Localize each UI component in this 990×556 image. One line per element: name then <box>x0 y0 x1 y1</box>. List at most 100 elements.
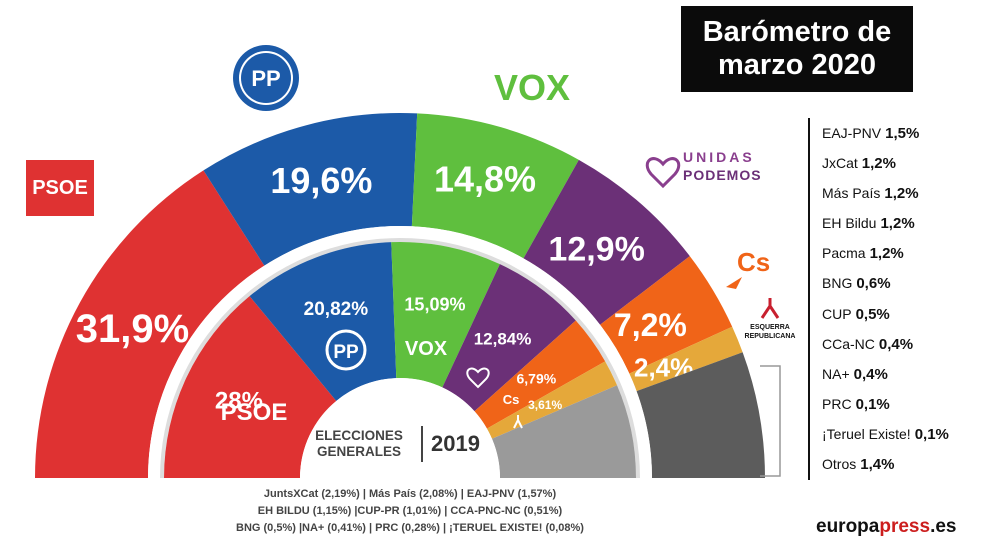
podemos-logo-line-1: UNIDAS <box>683 149 755 165</box>
ring0-slice-unidas-podemos <box>523 159 690 325</box>
ring0-slice-pp <box>203 113 418 266</box>
chart-title: Barómetro de marzo 2020 <box>681 6 913 92</box>
others-item: CUP 0,5% <box>822 299 982 329</box>
elecciones-label: ELECCIONES GENERALES 2019 <box>305 424 495 464</box>
others-item-name: EH Bildu <box>822 215 877 232</box>
ring0-slice-resto <box>636 352 765 478</box>
others-item-name: JxCat <box>822 155 858 172</box>
ring1-label: 20,82% <box>304 299 369 320</box>
ring0-slice-psoe <box>35 170 265 478</box>
podemos-heart-icon <box>645 157 681 189</box>
others-item-value: 0,1% <box>914 425 949 443</box>
pp-logo-text: PP <box>251 66 280 91</box>
ring1-slice-resto <box>491 385 636 478</box>
others-item: NA+ 0,4% <box>822 359 982 389</box>
others-item-name: Otros <box>822 456 857 473</box>
ring0-slice-cs <box>600 256 733 374</box>
inner-psoe-text: PSOE <box>221 399 288 426</box>
elecciones-year: 2019 <box>431 431 480 456</box>
brand-part-2: press <box>879 516 931 537</box>
erc-logo-line-1: ESQUERRA <box>750 324 790 331</box>
ring1-slice-vox <box>391 242 500 388</box>
ring1-slice-esquerra-republicana <box>486 361 618 439</box>
others-item-value: 1,2% <box>880 215 915 233</box>
others-list: EAJ-PNV 1,5% JxCat 1,2% Más País 1,2% EH Bildu… <box>810 118 982 479</box>
others-item: ¡Teruel Existe! 0,1% <box>822 419 982 449</box>
pp-logo-inner <box>241 53 291 103</box>
inner-erc-icon <box>513 415 523 429</box>
ring1-slice-psoe <box>164 296 337 478</box>
others-item-name: ¡Teruel Existe! <box>822 425 911 442</box>
footnote-line-2: EH BILDU (1,15%) |CUP-PR (1,01%) | CCA-P… <box>257 505 563 517</box>
ring0-label: 14,8% <box>434 158 536 199</box>
others-item-name: PRC <box>822 395 852 412</box>
others-item-name: BNG <box>822 275 853 292</box>
others-item: PRC 0,1% <box>822 389 982 419</box>
ring1-label: 12,84% <box>474 329 532 348</box>
footnote: JuntsXCat (2,19%) | Más País (2,08%) | E… <box>170 486 650 537</box>
brand-part-3: .es <box>930 516 957 537</box>
others-item: Pacma 1,2% <box>822 238 982 268</box>
erc-logo-icon <box>760 298 780 319</box>
inner-cs-text: Cs <box>503 392 520 407</box>
others-item-name: CCa-NC <box>822 335 875 352</box>
others-item: Otros 1,4% <box>822 449 982 479</box>
others-item-name: Pacma <box>822 245 866 262</box>
ring1-label: 15,09% <box>404 294 465 314</box>
others-item: CCa-NC 0,4% <box>822 329 982 359</box>
others-item-name: NA+ <box>822 365 850 382</box>
inner-pp-logo-circle <box>325 329 367 371</box>
ring0-label: 7,2% <box>614 307 687 343</box>
others-item-value: 1,4% <box>860 456 895 474</box>
inner-podemos-heart-icon <box>466 367 490 389</box>
others-item: BNG 0,6% <box>822 268 982 298</box>
inner-vox-text: VOX <box>405 338 448 360</box>
ring1-label: 28% <box>215 388 263 415</box>
ring1-slice-unidas-podemos <box>442 264 576 412</box>
cs-logo-text: Cs <box>737 247 770 277</box>
others-bracket <box>760 365 781 477</box>
others-item-value: 1,2% <box>869 245 904 263</box>
others-item-name: CUP <box>822 305 852 322</box>
ring0-slice-vox <box>411 113 579 259</box>
title-line-2: marzo 2020 <box>718 49 876 81</box>
ring1-label: 6,79% <box>517 371 557 387</box>
elecciones-separator <box>421 426 423 462</box>
ring-hub <box>300 378 500 478</box>
europapress-brand[interactable]: europapress.es <box>816 516 956 538</box>
elecciones-words: ELECCIONES GENERALES <box>305 428 413 460</box>
erc-logo-line-2: REPUBLICANA <box>745 333 796 340</box>
others-item: EAJ-PNV 1,5% <box>822 118 982 148</box>
others-item-value: 0,5% <box>855 305 890 323</box>
footnote-line-1: JuntsXCat (2,19%) | Más País (2,08%) | E… <box>263 488 557 500</box>
elecciones-line-2: GENERALES <box>316 444 401 459</box>
others-item: Más País 1,2% <box>822 178 982 208</box>
others-item-name: Más País <box>822 185 881 202</box>
title-line-1: Barómetro de <box>702 16 892 48</box>
others-item-value: 0,4% <box>853 365 888 383</box>
others-item: JxCat 1,2% <box>822 148 982 178</box>
inner-pp-text: PP <box>333 342 359 363</box>
psoe-logo-text: PSOE <box>32 177 88 199</box>
ring0-label: 12,9% <box>548 230 644 268</box>
others-item-value: 0,6% <box>856 275 891 293</box>
others-item: EH Bildu 1,2% <box>822 208 982 238</box>
others-panel: EAJ-PNV 1,5% JxCat 1,2% Más País 1,2% EH Bildu… <box>808 118 982 480</box>
others-item-name: EAJ-PNV <box>822 125 882 141</box>
ring1-slice-cs <box>474 320 606 429</box>
others-item-value: 1,5% <box>885 125 920 142</box>
podemos-logo-line-2: PODEMOS <box>683 167 762 183</box>
psoe-logo-box <box>26 160 94 216</box>
ring0-slice-esquerra-republicana <box>629 326 743 392</box>
cs-logo-mark <box>726 277 742 289</box>
others-item-value: 1,2% <box>884 185 919 203</box>
brand-part-1: europa <box>816 516 880 537</box>
ring1-label: 3,61% <box>528 398 562 412</box>
ring0-label: 31,9% <box>76 307 189 351</box>
vox-logo-text: VOX <box>494 67 570 108</box>
others-item-value: 1,2% <box>861 155 896 173</box>
elecciones-line-1: ELECCIONES <box>315 428 403 443</box>
others-item-value: 0,1% <box>855 395 890 413</box>
ring0-label: 19,6% <box>270 160 372 201</box>
